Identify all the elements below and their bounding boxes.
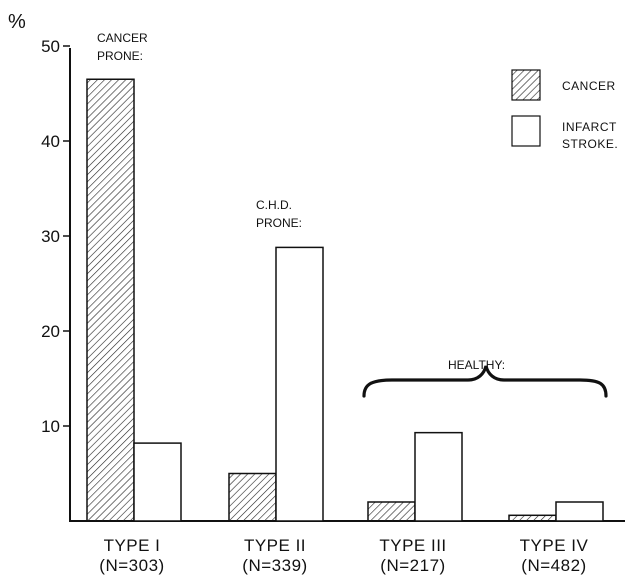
bar-cancer-type-4 bbox=[508, 514, 557, 522]
bar-stroke-type-3 bbox=[414, 431, 463, 522]
legend-label-stroke-line2: STROKE. bbox=[562, 137, 618, 151]
bar-stroke-type-1 bbox=[133, 442, 182, 522]
legend: CANCER INFARCT STROKE. bbox=[511, 69, 618, 151]
category-sublabel: (N=482) bbox=[521, 556, 586, 575]
category-sublabel: (N=339) bbox=[242, 556, 307, 575]
bars bbox=[86, 78, 604, 522]
legend-label-stroke-line1: INFARCT bbox=[562, 120, 617, 134]
y-tick-label: 50 bbox=[41, 37, 60, 56]
bar-stroke-type-4 bbox=[555, 501, 604, 522]
category-label: TYPE I bbox=[104, 536, 161, 555]
cancer-prone-annotation-line2: PRONE: bbox=[97, 49, 143, 63]
chd-prone-annotation-line2: PRONE: bbox=[256, 216, 302, 230]
y-tick-label: 40 bbox=[41, 132, 60, 151]
bar-cancer-type-3 bbox=[367, 501, 416, 522]
healthy-brace bbox=[362, 365, 608, 398]
bar-stroke-type-2 bbox=[275, 246, 324, 522]
y-ticks: 10 20 30 40 50 bbox=[41, 37, 70, 436]
healthy-annotation: HEALTHY: bbox=[448, 358, 505, 372]
category-labels: TYPE I(N=303) TYPE II(N=339) TYPE III(N=21… bbox=[99, 536, 588, 575]
chd-prone-annotation-line1: C.H.D. bbox=[256, 198, 292, 212]
category-label: TYPE II bbox=[244, 536, 306, 555]
y-axis-unit-label: % bbox=[8, 11, 26, 33]
category-sublabel: (N=217) bbox=[380, 556, 445, 575]
y-tick-label: 10 bbox=[41, 417, 60, 436]
legend-swatch-stroke bbox=[511, 115, 541, 147]
bar-cancer-type-2 bbox=[228, 472, 277, 522]
category-sublabel: (N=303) bbox=[99, 556, 164, 575]
legend-swatch-cancer bbox=[511, 69, 541, 101]
category-label: TYPE III bbox=[379, 536, 446, 555]
cancer-prone-annotation-line1: CANCER bbox=[97, 31, 148, 45]
y-tick-label: 30 bbox=[41, 227, 60, 246]
bar-cancer-type-1 bbox=[86, 78, 135, 522]
category-label: TYPE IV bbox=[520, 536, 589, 555]
legend-label-cancer: CANCER bbox=[562, 79, 616, 93]
y-tick-label: 20 bbox=[41, 322, 60, 341]
